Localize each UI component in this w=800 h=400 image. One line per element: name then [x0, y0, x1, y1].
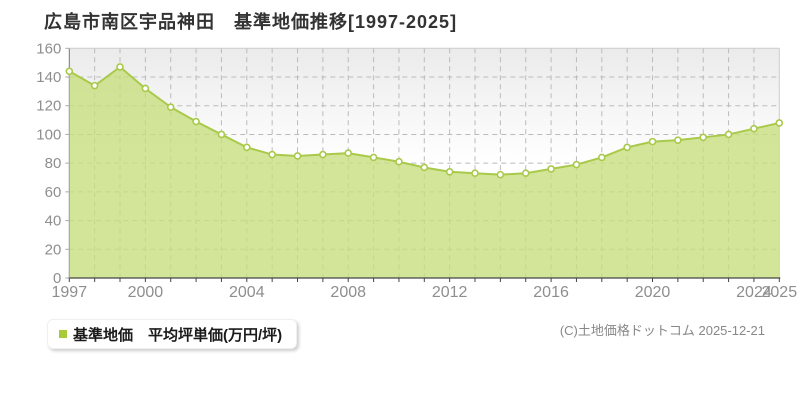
svg-text:100: 100 — [36, 126, 61, 143]
svg-text:2016: 2016 — [533, 284, 569, 301]
svg-text:140: 140 — [36, 69, 61, 86]
svg-text:2004: 2004 — [229, 284, 265, 301]
svg-text:20: 20 — [45, 241, 62, 258]
legend: 基準地価 平均坪単価(万円/坪) — [47, 319, 298, 349]
svg-text:1997: 1997 — [52, 284, 88, 301]
svg-text:2024: 2024 — [736, 284, 772, 301]
svg-text:2012: 2012 — [432, 284, 468, 301]
svg-text:2020: 2020 — [635, 284, 671, 301]
copyright-text: (C)土地価格ドットコム 2025-12-21 — [559, 323, 765, 338]
svg-text:80: 80 — [45, 155, 62, 172]
chart-title: 広島市南区宇品神田 基準地価推移[1997-2025] — [44, 12, 458, 32]
svg-text:0: 0 — [53, 270, 61, 287]
svg-text:160: 160 — [36, 40, 61, 57]
legend-label: 基準地価 平均坪単価(万円/坪) — [73, 326, 283, 344]
svg-text:2025: 2025 — [762, 284, 798, 301]
svg-text:120: 120 — [36, 98, 61, 115]
legend-marker-icon — [59, 330, 67, 338]
svg-text:2008: 2008 — [330, 284, 366, 301]
svg-text:2000: 2000 — [128, 284, 164, 301]
svg-text:40: 40 — [45, 213, 62, 230]
svg-text:60: 60 — [45, 184, 62, 201]
